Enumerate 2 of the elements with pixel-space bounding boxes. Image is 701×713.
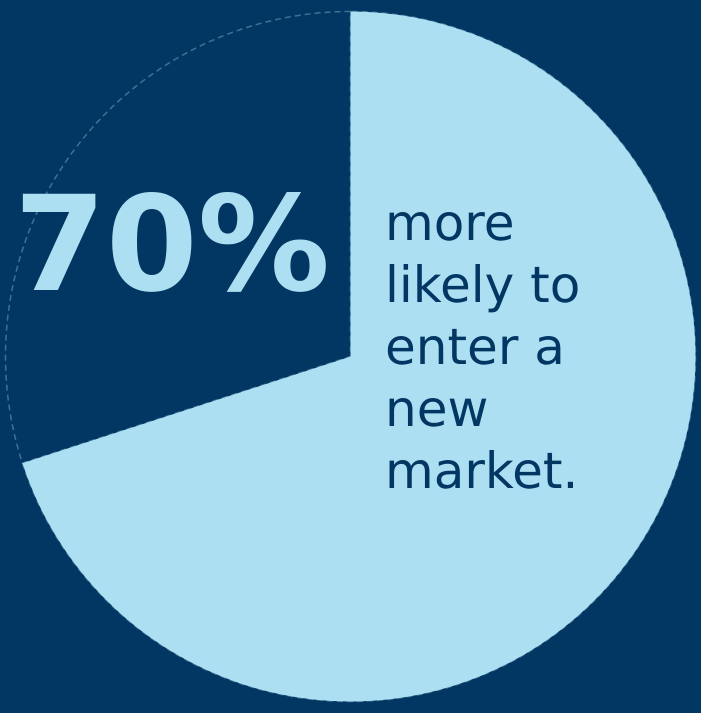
text: more likely to enter a new market.: [385, 194, 580, 500]
text: 70%: [14, 168, 330, 322]
